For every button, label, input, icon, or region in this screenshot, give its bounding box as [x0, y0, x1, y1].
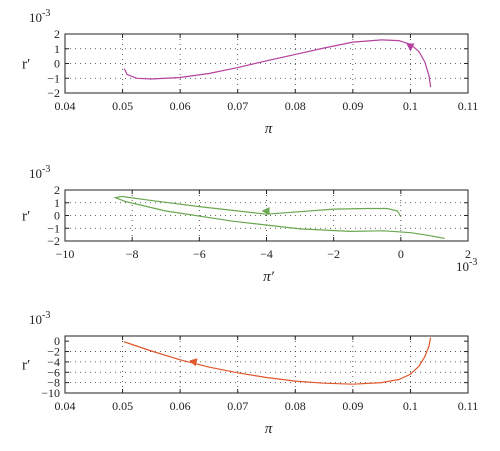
x-tick-label: 0.05 — [112, 99, 133, 113]
x-tick-label: 0.04 — [55, 99, 76, 113]
x-tick-label: −10 — [56, 247, 75, 261]
y-tick-label: −2 — [47, 345, 60, 359]
panel-1-y-exponent-power: -3 — [42, 8, 50, 19]
panel-1-y-axis-label: r′ — [22, 57, 30, 73]
y-tick-label: 0 — [54, 57, 60, 71]
panel-3: 0.04 0.05 0.06 0.07 0.08 0.09 0.1 0.11 −10−8−6−… — [22, 310, 478, 437]
panel-3-frame — [64, 335, 469, 394]
x-tick-label: −8 — [126, 247, 139, 261]
panel-2-x-axis-label: π′ — [263, 269, 275, 285]
panel-2-x-exponent: 10-3 — [456, 257, 477, 274]
panel-2-y-exponent-power: -3 — [42, 164, 50, 175]
y-tick-label: −4 — [47, 355, 60, 369]
panel-3-y-exponent-base: 10 — [29, 312, 42, 327]
x-tick-label: 0.06 — [170, 99, 191, 113]
x-tick-label: 0.11 — [458, 99, 479, 113]
panel-2-x-exponent-base: 10 — [456, 259, 469, 274]
panel-2-y-exponent: 10-3 — [29, 164, 50, 181]
panel-3-x-ticks: 0.04 0.05 0.06 0.07 0.08 0.09 0.1 0.11 — [55, 336, 479, 413]
x-tick-label: 0.05 — [112, 399, 133, 413]
panel-2-series-line — [113, 195, 445, 239]
x-tick-label: 2 — [465, 247, 471, 261]
panel-3-y-ticks: −10−8−6−4−20 — [41, 334, 468, 400]
x-tick-label: −6 — [193, 247, 206, 261]
x-tick-label: 0.1 — [403, 399, 418, 413]
panel-1-y-exponent-base: 10 — [29, 10, 42, 25]
x-tick-label: 0.07 — [227, 99, 248, 113]
y-tick-label: −6 — [47, 365, 60, 379]
x-tick-label: 0.11 — [458, 399, 479, 413]
x-tick-label: 0.06 — [170, 399, 191, 413]
x-tick-label: 0.04 — [55, 399, 76, 413]
panel-2-y-axis-label: r′ — [22, 209, 30, 225]
y-tick-label: −8 — [47, 376, 60, 390]
panel-2-x-ticks: −10 −8 −6 −4 −2 0 2 — [56, 190, 471, 261]
x-tick-label: 0.1 — [403, 99, 418, 113]
panel-1: 0.04 0.05 0.06 0.07 0.08 0.09 0.1 0.11 −2−1012 … — [22, 8, 478, 137]
panel-3-y-axis-label: r′ — [22, 358, 30, 374]
panel-3-direction-arrow — [189, 358, 198, 367]
x-tick-label: 0 — [398, 247, 404, 261]
panel-3-series-line — [123, 337, 432, 385]
panel-3-y-exponent-power: -3 — [42, 310, 50, 321]
y-tick-label: −2 — [47, 234, 60, 248]
panel-1-y-exponent: 10-3 — [29, 8, 50, 25]
x-tick-label: 0.09 — [342, 399, 363, 413]
x-tick-label: −4 — [260, 247, 273, 261]
panel-3-y-exponent: 10-3 — [29, 310, 50, 327]
panel-2-direction-arrow — [261, 207, 270, 216]
y-tick-label: 2 — [54, 27, 60, 41]
y-tick-label: −1 — [47, 221, 60, 235]
panel-1-x-axis-label: π — [265, 121, 273, 137]
y-tick-label: −10 — [41, 386, 60, 400]
x-tick-label: 0.08 — [285, 99, 306, 113]
panel-1-x-ticks: 0.04 0.05 0.06 0.07 0.08 0.09 0.1 0.11 — [55, 34, 479, 113]
panel-2-y-exponent-base: 10 — [29, 166, 42, 181]
y-tick-label: 0 — [54, 209, 60, 223]
panel-2-x-exponent-power: -3 — [469, 257, 477, 268]
panel-3-x-axis-label: π — [265, 421, 273, 437]
panel-3-grid — [65, 336, 468, 393]
y-tick-label: 1 — [54, 196, 60, 210]
panel-2-grid — [65, 190, 468, 241]
y-tick-label: 0 — [54, 334, 60, 348]
y-tick-label: −2 — [47, 86, 60, 100]
panel-1-direction-arrow — [406, 43, 415, 52]
y-tick-label: 2 — [54, 183, 60, 197]
panel-1-grid — [65, 34, 468, 93]
x-tick-label: 0.07 — [227, 399, 248, 413]
x-tick-label: 0.08 — [285, 399, 306, 413]
x-tick-label: 0.09 — [342, 99, 363, 113]
y-tick-label: −1 — [47, 71, 60, 85]
x-tick-label: −2 — [327, 247, 340, 261]
panel-1-series-line — [123, 39, 432, 88]
y-tick-label: 1 — [54, 42, 60, 56]
